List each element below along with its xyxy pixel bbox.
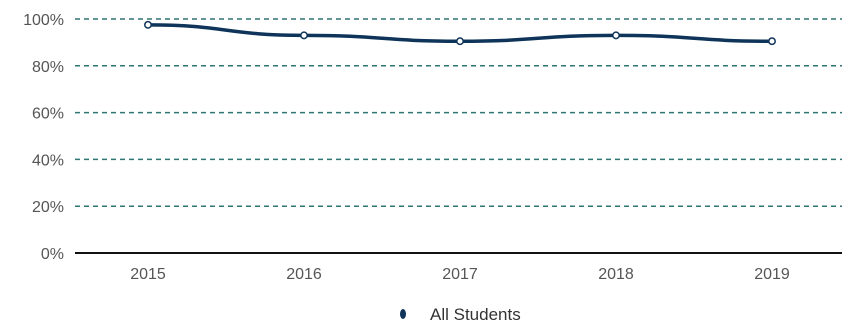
x-tick-label: 2018 (598, 266, 634, 283)
y-tick-label: 80% (32, 59, 64, 76)
legend: All Students (400, 305, 521, 324)
x-tick-label: 2017 (442, 266, 478, 283)
y-tick-label: 40% (32, 152, 64, 169)
x-tick-label: 2015 (130, 266, 166, 283)
data-point (768, 37, 776, 46)
x-tick-label: 2019 (754, 266, 790, 283)
grid-lines (75, 18, 842, 254)
legend-label-all-students: All Students (430, 305, 521, 324)
y-tick-label: 100% (23, 12, 64, 29)
y-tick-label: 60% (32, 106, 64, 123)
series-group (144, 20, 776, 46)
y-tick-label: 0% (41, 246, 64, 263)
y-axis-tick-labels: 0% 20% 40% 60% 80% 100% (23, 12, 64, 263)
data-point (612, 31, 620, 40)
x-tick-label: 2016 (286, 266, 322, 283)
data-point (456, 37, 464, 46)
legend-marker-all-students (400, 309, 406, 319)
data-point (144, 20, 152, 29)
data-point (300, 31, 308, 40)
y-tick-label: 20% (32, 199, 64, 216)
x-axis-tick-labels: 2015 2016 2017 2018 2019 (130, 266, 790, 283)
